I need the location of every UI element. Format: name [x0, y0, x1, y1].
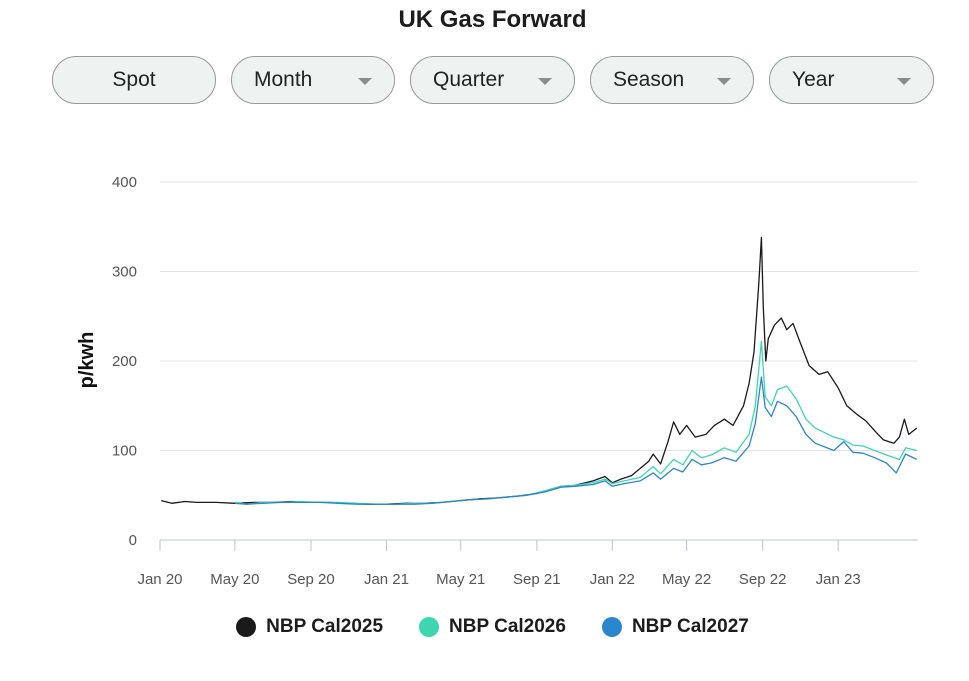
- y-tick-label: 100: [112, 443, 137, 460]
- x-tick-label: Jan 21: [364, 571, 409, 588]
- page-title: UK Gas Forward: [398, 6, 587, 33]
- legend-marker: [601, 617, 622, 637]
- tab-spot-label: Spot: [112, 68, 156, 91]
- x-tick-label: Sep 20: [287, 571, 335, 588]
- chevron-down-icon: [717, 78, 731, 85]
- tab-quarter[interactable]: Quarter: [410, 56, 575, 104]
- y-tick-label: 200: [112, 353, 137, 370]
- y-axis-label: p/kwh: [76, 332, 98, 389]
- y-tick-label: 300: [112, 264, 137, 281]
- tab-season[interactable]: Season: [590, 56, 754, 104]
- tab-month[interactable]: Month: [231, 56, 395, 104]
- tab-season-label: Season: [613, 68, 685, 91]
- chart-legend: NBP Cal2025 NBP Cal2026 NBP Cal2027: [0, 616, 969, 638]
- tab-year-label: Year: [792, 68, 835, 91]
- x-tick-label: Jan 23: [816, 571, 861, 588]
- x-tick-label: Sep 22: [739, 571, 787, 588]
- y-tick-label: 0: [129, 532, 137, 549]
- legend-item-cal2025[interactable]: NBP Cal2025: [236, 616, 383, 638]
- tab-month-label: Month: [254, 68, 313, 91]
- series-line-2[interactable]: [234, 340, 917, 505]
- legend-marker: [419, 617, 440, 637]
- x-tick-label: Sep 21: [513, 571, 561, 588]
- x-tick-label: May 21: [436, 571, 485, 588]
- tab-spot[interactable]: Spot: [52, 56, 216, 104]
- legend-item-cal2026[interactable]: NBP Cal2026: [419, 616, 566, 638]
- legend-label: NBP Cal2025: [266, 616, 384, 637]
- y-tick-label: 400: [112, 174, 137, 191]
- chevron-down-icon: [538, 78, 552, 85]
- x-tick-label: Jan 22: [590, 571, 635, 588]
- legend-item-cal2027[interactable]: NBP Cal2027: [601, 616, 749, 638]
- legend-marker: [236, 617, 257, 637]
- series-line-3[interactable]: [234, 376, 918, 505]
- series-line-1[interactable]: [161, 236, 918, 505]
- x-tick-label: May 22: [662, 571, 711, 588]
- legend-label: NBP Cal2026: [449, 616, 566, 637]
- price-chart: 0 100 200 300 400 Jan 20 May 20 Sep 20 Jan 21 May…: [76, 174, 918, 588]
- chevron-down-icon: [897, 78, 911, 85]
- x-tick-label: May 20: [210, 571, 259, 588]
- chevron-down-icon: [358, 78, 372, 85]
- tab-quarter-label: Quarter: [433, 68, 505, 91]
- tab-year[interactable]: Year: [769, 56, 934, 104]
- x-tick-label: Jan 20: [137, 571, 182, 588]
- legend-label: NBP Cal2027: [631, 616, 749, 637]
